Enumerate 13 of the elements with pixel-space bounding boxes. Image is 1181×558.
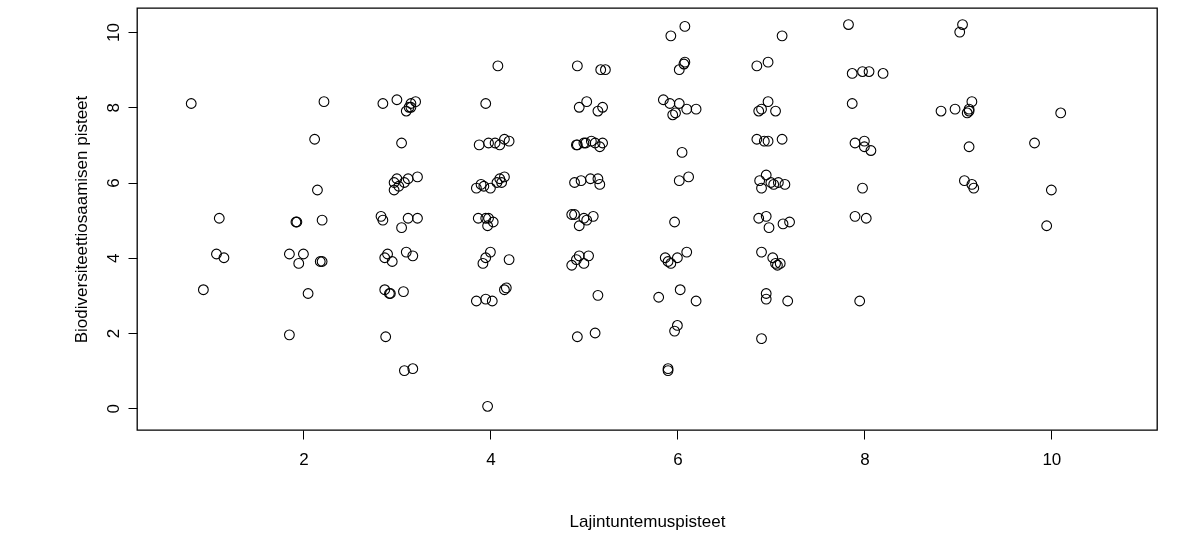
x-tick-label: 2 xyxy=(299,449,309,469)
y-tick-label: 0 xyxy=(103,403,123,414)
x-tick-label: 6 xyxy=(673,449,683,469)
y-tick-label: 2 xyxy=(103,328,123,339)
y-tick-label: 4 xyxy=(103,253,123,263)
x-tick-label: 10 xyxy=(1042,449,1062,469)
x-tick-label: 8 xyxy=(860,449,870,469)
y-tick-label: 6 xyxy=(103,178,123,188)
y-tick-label: 10 xyxy=(103,23,123,43)
y-axis-title: Biodiversiteettiosaamisen pisteet xyxy=(71,95,91,344)
x-axis-title: Lajintuntemuspisteet xyxy=(569,511,726,531)
y-tick-label: 8 xyxy=(103,103,123,113)
x-tick-label: 4 xyxy=(486,449,496,469)
